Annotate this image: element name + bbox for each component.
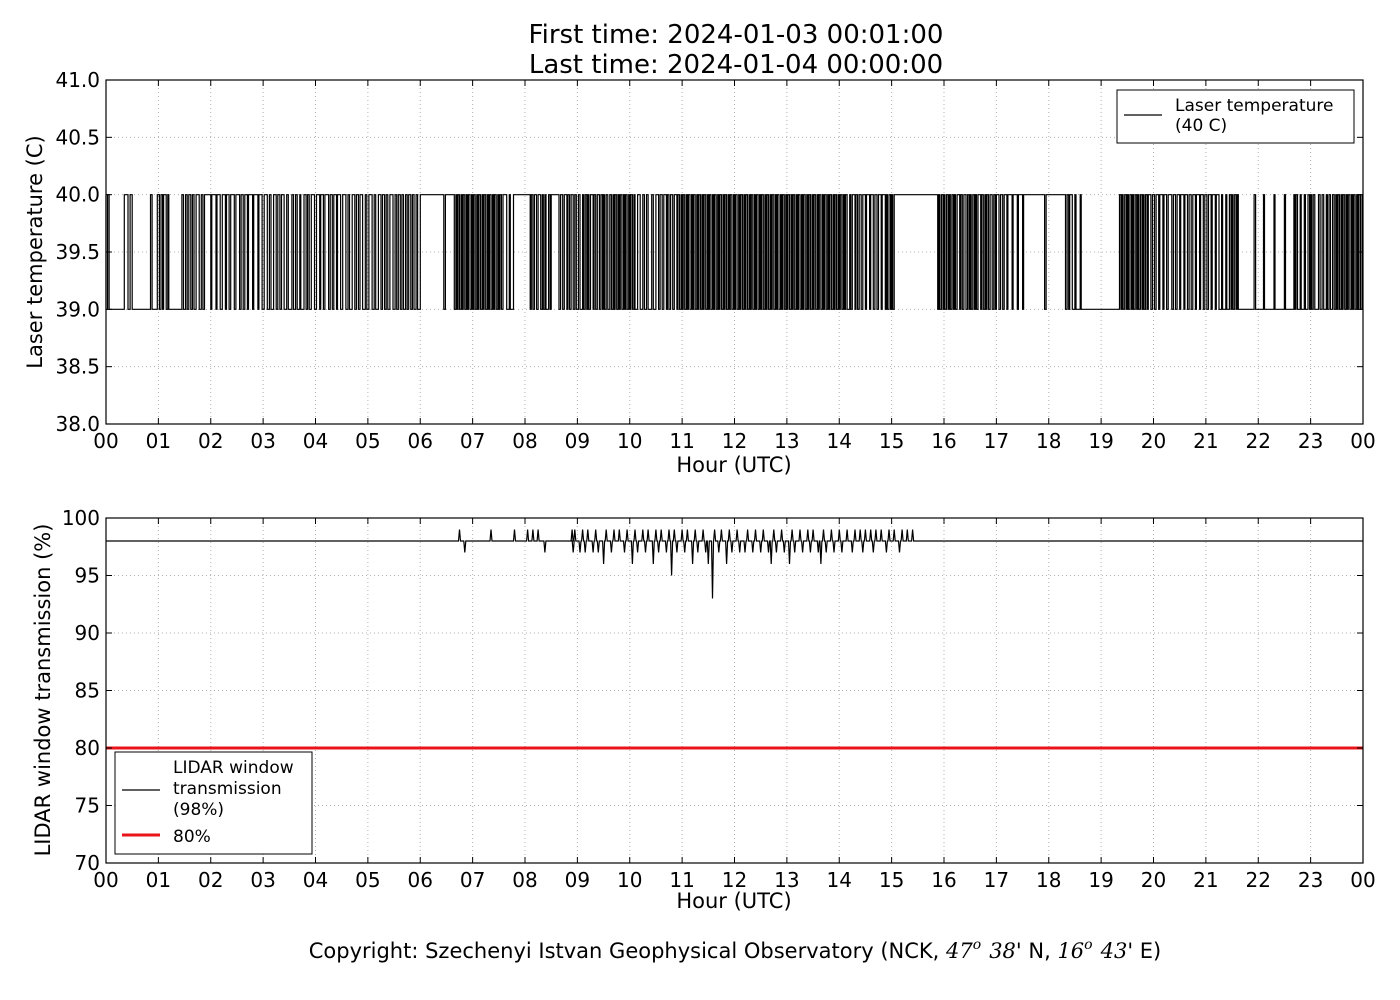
p2-ytick-label: 100 bbox=[62, 506, 100, 530]
p1-xtick-label: 13 bbox=[774, 429, 799, 453]
last-time-title: Last time: 2024-01-04 00:00:00 bbox=[529, 50, 943, 80]
p1-xtick-label: 16 bbox=[931, 429, 956, 453]
p2-xtick-label: 18 bbox=[1036, 868, 1061, 892]
p1-xlabel: Hour (UTC) bbox=[676, 453, 791, 477]
p1-xtick-label: 02 bbox=[198, 429, 223, 453]
p1-xtick-label: 18 bbox=[1036, 429, 1061, 453]
p1-ytick-label: 38.5 bbox=[55, 355, 100, 379]
p2-xtick-label: 06 bbox=[408, 868, 433, 892]
p2-ytick-label: 75 bbox=[75, 794, 100, 818]
p2-ytick-label: 80 bbox=[75, 736, 100, 760]
p2-xtick-label: 00 bbox=[1350, 868, 1375, 892]
p1-xtick-label: 04 bbox=[303, 429, 328, 453]
p2-xtick-label: 23 bbox=[1298, 868, 1323, 892]
p1-xtick-label: 14 bbox=[827, 429, 852, 453]
p1-xtick-label: 05 bbox=[355, 429, 380, 453]
p1-legend: Laser temperature (40 C) bbox=[1116, 89, 1355, 144]
p2-xtick-label: 08 bbox=[512, 868, 537, 892]
p2-xtick-label: 00 bbox=[93, 868, 118, 892]
copyright-footer: Copyright: Szechenyi Istvan Geophysical … bbox=[309, 937, 1162, 963]
p2-legend-label-threshold: 80% bbox=[173, 827, 211, 847]
p1-xtick-label: 20 bbox=[1141, 429, 1166, 453]
p1-ytick-label: 40.5 bbox=[55, 125, 100, 149]
p1-xtick-label: 21 bbox=[1193, 429, 1218, 453]
p1-ytick-label: 41.0 bbox=[55, 68, 100, 92]
laser-temperature-series bbox=[105, 194, 1363, 310]
p1-xtick-label: 00 bbox=[1350, 429, 1375, 453]
p1-legend-label-line2: (40 C) bbox=[1175, 116, 1227, 136]
p2-ytick-label: 85 bbox=[75, 679, 100, 703]
p2-xtick-label: 01 bbox=[146, 868, 171, 892]
p2-xtick-label: 15 bbox=[879, 868, 904, 892]
p2-legend-label-transmission-1: LIDAR window bbox=[173, 758, 294, 778]
p1-xtick-label: 00 bbox=[93, 429, 118, 453]
p2-xtick-label: 10 bbox=[617, 868, 642, 892]
p2-xtick-label: 21 bbox=[1193, 868, 1218, 892]
p1-xtick-label: 15 bbox=[879, 429, 904, 453]
p1-xtick-label: 12 bbox=[722, 429, 747, 453]
p1-xtick-label: 03 bbox=[250, 429, 275, 453]
p1-xtick-label: 22 bbox=[1246, 429, 1271, 453]
p2-ytick-label: 95 bbox=[75, 564, 100, 588]
p1-ytick-label: 39.0 bbox=[55, 297, 100, 321]
p1-xtick-label: 17 bbox=[984, 429, 1009, 453]
p2-xtick-label: 13 bbox=[774, 868, 799, 892]
p2-xtick-label: 16 bbox=[931, 868, 956, 892]
p1-xtick-label: 10 bbox=[617, 429, 642, 453]
p1-ylabel: Laser temperature (C) bbox=[23, 135, 47, 368]
p1-xtick-label: 06 bbox=[408, 429, 433, 453]
p2-xtick-label: 03 bbox=[250, 868, 275, 892]
p2-xtick-label: 19 bbox=[1088, 868, 1113, 892]
p1-ytick-label: 39.5 bbox=[55, 240, 100, 264]
first-time-title: First time: 2024-01-03 00:01:00 bbox=[529, 20, 944, 50]
p2-ytick-label: 70 bbox=[75, 851, 100, 875]
p2-xtick-label: 04 bbox=[303, 868, 328, 892]
p2-xtick-label: 14 bbox=[827, 868, 852, 892]
p2-xtick-label: 20 bbox=[1141, 868, 1166, 892]
p2-xtick-label: 22 bbox=[1246, 868, 1271, 892]
p2-grid bbox=[106, 518, 1363, 863]
p2-legend-label-transmission-2: transmission bbox=[173, 779, 282, 799]
p2-ytick-label: 90 bbox=[75, 621, 100, 645]
p1-xtick-label: 09 bbox=[565, 429, 590, 453]
p1-ytick-label: 38.0 bbox=[55, 412, 100, 436]
p1-xtick-label: 11 bbox=[669, 429, 694, 453]
lidar-transmission-series bbox=[106, 529, 1363, 599]
p2-ticks: 00 01 02 03 04 05 06 07 08 09 10 11 12 13 14 15 16 17 18 19… bbox=[62, 506, 1376, 892]
p1-xtick-label: 23 bbox=[1298, 429, 1323, 453]
p2-legend-label-transmission-3: (98%) bbox=[173, 800, 224, 820]
p2-legend: LIDAR window transmission (98%) 80% bbox=[114, 751, 313, 855]
p1-xtick-label: 01 bbox=[146, 429, 171, 453]
p1-xtick-label: 19 bbox=[1088, 429, 1113, 453]
p2-xtick-label: 02 bbox=[198, 868, 223, 892]
p1-xtick-label: 07 bbox=[460, 429, 485, 453]
p2-ylabel: LIDAR window transmission (%) bbox=[31, 524, 55, 857]
p1-ticks: 00 01 02 03 04 05 06 07 08 09 10 11 12 13 14 15 16 17 18 19… bbox=[55, 68, 1375, 453]
p2-legend-box bbox=[114, 751, 313, 855]
p1-xtick-label: 08 bbox=[512, 429, 537, 453]
p2-xtick-label: 17 bbox=[984, 868, 1009, 892]
chart-laser-temperature: 00 01 02 03 04 05 06 07 08 09 10 11 12 13 14 15 16 17 18 19… bbox=[23, 68, 1376, 477]
p1-legend-box bbox=[1116, 89, 1355, 144]
p1-legend-label-line1: Laser temperature bbox=[1175, 96, 1333, 116]
p2-xtick-label: 11 bbox=[669, 868, 694, 892]
chart-lidar-transmission: 00 01 02 03 04 05 06 07 08 09 10 11 12 13 14 15 16 17 18 19… bbox=[31, 506, 1376, 913]
p2-xtick-label: 05 bbox=[355, 868, 380, 892]
p2-xlabel: Hour (UTC) bbox=[676, 889, 791, 913]
p2-xtick-label: 12 bbox=[722, 868, 747, 892]
p1-ytick-label: 40.0 bbox=[55, 183, 100, 207]
p2-xtick-label: 07 bbox=[460, 868, 485, 892]
p2-xtick-label: 09 bbox=[565, 868, 590, 892]
